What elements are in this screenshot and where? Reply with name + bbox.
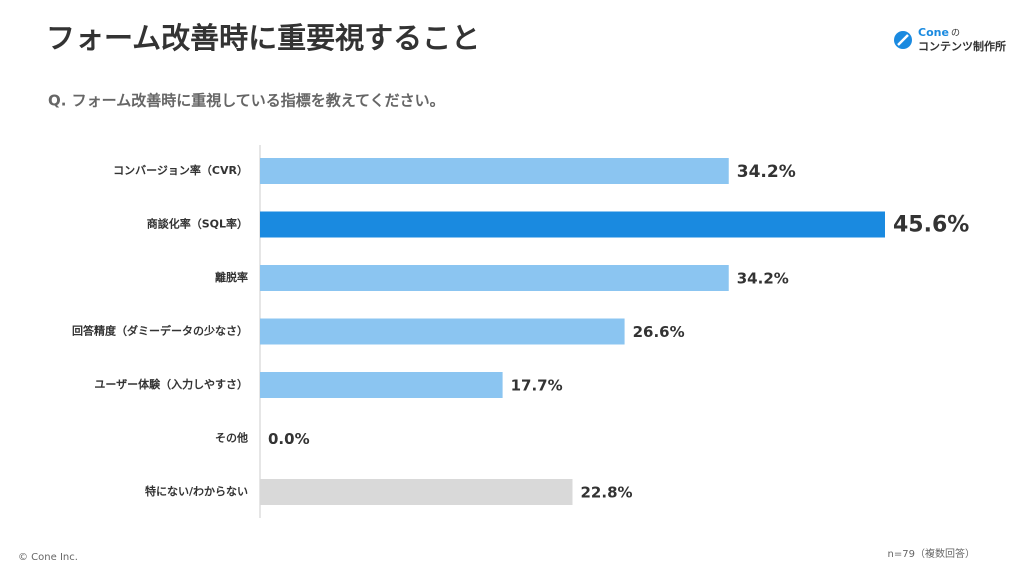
value-label: 22.8% [581,484,633,502]
category-label: 特にない/わからない [145,484,248,498]
category-label: その他 [215,431,248,445]
bar [260,318,625,345]
category-label: 回答精度（ダミーデータの少なさ） [72,324,248,338]
note: n=79（複数回答） [888,547,975,560]
value-label: 45.6% [893,213,969,238]
bar [260,265,729,291]
value-label: 26.6% [633,323,685,341]
logo-icon-stroke [897,34,909,46]
category-label: コンバージョン率（CVR） [113,163,248,177]
category-label: 離脱率 [215,270,248,284]
category-label: 商談化率（SQL率） [147,217,248,231]
value-label: 17.7% [511,377,563,395]
logo-name: Cone [918,26,949,39]
value-label: 34.2% [737,162,796,182]
bar [260,158,729,184]
copyright: © Cone Inc. [18,552,78,563]
logo-sub: コンテンツ制作所 [918,39,1006,53]
question: Q. フォーム改善時に重視している指標を教えてください。 [48,92,445,110]
category-label: ユーザー体験（入力しやすさ） [94,377,248,391]
bar [260,211,885,238]
title: フォーム改善時に重要視すること [46,21,480,55]
value-label: 0.0% [268,430,310,448]
bar [260,479,573,505]
logo-no: の [951,29,960,39]
value-label: 34.2% [737,270,789,288]
bar [260,372,503,398]
